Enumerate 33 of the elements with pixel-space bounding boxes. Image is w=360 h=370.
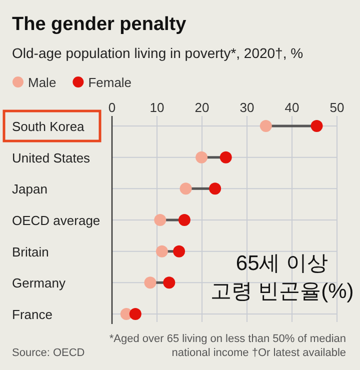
legend-label: Male: [28, 75, 56, 90]
x-tick-label: 20: [194, 100, 210, 115]
point: [173, 245, 186, 258]
point: [196, 151, 208, 164]
y-tick-label: OECD average: [12, 213, 100, 228]
point: [180, 182, 192, 195]
point: [144, 276, 156, 289]
point: [310, 120, 323, 132]
x-tick-label: 40: [284, 100, 300, 115]
y-tick-label: United States: [12, 150, 91, 166]
text: *Aged over 65 living on less than 50% of median national income †Or latest available: [109, 333, 346, 359]
y-tick-label: Britain: [12, 244, 49, 260]
point: [178, 214, 190, 226]
x-tick-label: 30: [240, 100, 254, 115]
y-tick-label: France: [12, 307, 52, 322]
point: [163, 276, 176, 289]
y-tick-label: South Korea: [12, 119, 86, 134]
x-tick-label: 10: [150, 100, 164, 115]
y-tick-label: Germany: [12, 276, 66, 291]
annotation: 65세 이상 고령 빈곤율(%): [210, 252, 354, 303]
source-note: Source: OECD: [12, 347, 85, 359]
chart-title: The gender penalty: [12, 14, 187, 35]
x-tick-label: 0: [108, 100, 116, 115]
x-tick-label: 50: [330, 100, 344, 115]
point: [154, 214, 166, 226]
point: [209, 182, 222, 195]
y-tick-label: Japan: [12, 182, 48, 197]
point: [156, 245, 168, 258]
legend-label: Female: [88, 75, 132, 90]
point: [129, 308, 142, 320]
point: [260, 120, 272, 132]
point: [220, 151, 232, 164]
chart-subtitle: Old-age population living in poverty*, 2020†, %: [12, 45, 304, 61]
